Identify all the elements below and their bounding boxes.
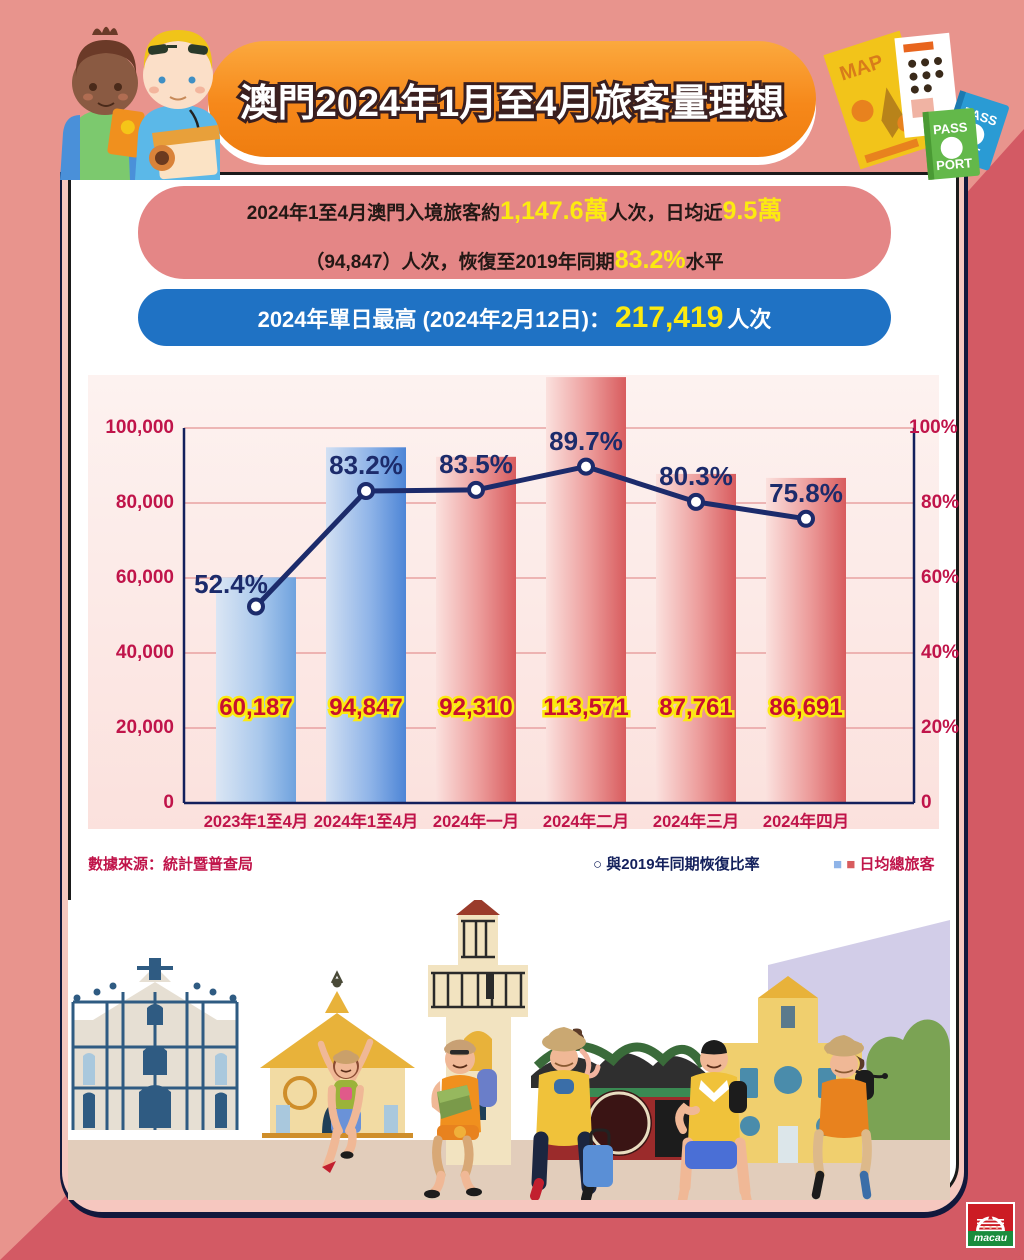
svg-text:40%: 40% <box>921 642 959 663</box>
svg-text:80.3%: 80.3% <box>659 461 733 491</box>
svg-text:83.5%: 83.5% <box>439 449 513 479</box>
svg-text:80,000: 80,000 <box>116 492 174 513</box>
svg-text:0: 0 <box>921 792 932 813</box>
svg-text:2023年1至4月: 2023年1至4月 <box>204 811 309 831</box>
svg-text:100%: 100% <box>909 417 958 438</box>
svg-text:2024年四月: 2024年四月 <box>763 811 849 831</box>
svg-text:40,000: 40,000 <box>116 642 174 663</box>
svg-text:52.4%: 52.4% <box>194 569 268 599</box>
svg-text:60,187: 60,187 <box>219 694 292 721</box>
svg-text:20%: 20% <box>921 717 959 738</box>
svg-text:macau: macau <box>974 1232 1008 1244</box>
svg-text:60,000: 60,000 <box>116 567 174 588</box>
svg-text:2024年1至4月: 2024年1至4月 <box>314 811 419 831</box>
svg-text:80%: 80% <box>921 492 959 513</box>
svg-text:113,571: 113,571 <box>543 694 628 721</box>
svg-text:75.8%: 75.8% <box>769 478 843 508</box>
svg-text:87,761: 87,761 <box>659 694 732 721</box>
svg-text:89.7%: 89.7% <box>549 426 623 456</box>
svg-text:2024年二月: 2024年二月 <box>543 811 629 831</box>
svg-text:86,691: 86,691 <box>769 694 842 721</box>
svg-text:92,310: 92,310 <box>439 694 512 721</box>
svg-text:100,000: 100,000 <box>105 417 174 438</box>
svg-text:20,000: 20,000 <box>116 717 174 738</box>
svg-text:2024年三月: 2024年三月 <box>653 811 739 831</box>
svg-text:PASS: PASS <box>932 119 968 137</box>
svg-text:2024年一月: 2024年一月 <box>433 811 519 831</box>
svg-text:60%: 60% <box>921 567 959 588</box>
svg-text:83.2%: 83.2% <box>329 450 403 480</box>
svg-text:0: 0 <box>163 792 174 813</box>
svg-text:PORT: PORT <box>936 155 973 173</box>
svg-text:94,847: 94,847 <box>329 694 402 721</box>
